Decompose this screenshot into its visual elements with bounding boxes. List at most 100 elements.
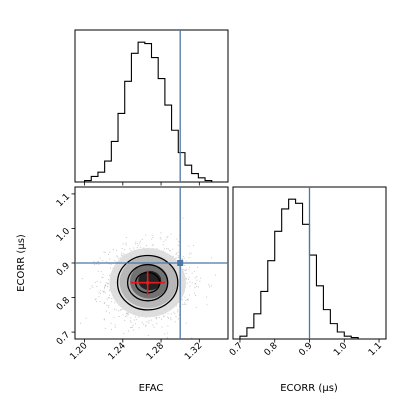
ecorr-histogram: 0.7 0.8 0.9 1.0 1.1 [228, 187, 384, 358]
sample-point [115, 249, 117, 251]
sample-point [181, 258, 183, 260]
sample-point [132, 324, 134, 326]
sample-point [159, 237, 161, 239]
sample-point [189, 281, 191, 283]
sample-point [108, 306, 110, 308]
sample-point [130, 317, 132, 319]
sample-point [121, 248, 123, 249]
sample-point [197, 266, 199, 268]
sample-point [139, 240, 141, 242]
sample-point [139, 242, 141, 244]
sample-point [103, 319, 105, 321]
sample-point [195, 306, 197, 308]
sample-point [109, 251, 111, 253]
sample-point [168, 317, 170, 319]
sample-point [95, 263, 97, 265]
sample-point [176, 340, 177, 341]
sample-point [169, 249, 171, 251]
sample-point [85, 317, 87, 319]
sample-point [183, 257, 185, 259]
sample-point [144, 325, 146, 327]
sample-point [106, 298, 108, 300]
sample-point [100, 281, 102, 283]
efac-histogram [84, 30, 219, 186]
sample-point [166, 236, 168, 238]
sample-point [185, 268, 187, 270]
sample-point [122, 243, 124, 245]
sample-point [194, 283, 196, 285]
sample-point [188, 294, 190, 296]
sample-point [208, 284, 210, 286]
sample-point [136, 242, 138, 244]
sample-point [134, 316, 136, 318]
x-tick-label: 1.0 [332, 341, 349, 358]
sample-point [114, 324, 116, 326]
sample-point [183, 303, 185, 305]
sample-point [175, 305, 177, 307]
sample-point [195, 283, 196, 285]
sample-point [155, 317, 157, 319]
sample-point [97, 270, 99, 272]
sample-point [163, 248, 165, 250]
sample-point [153, 326, 155, 328]
sample-point [131, 326, 133, 328]
sample-point [98, 261, 100, 263]
sample-point [123, 253, 125, 255]
sample-point [162, 315, 164, 317]
sample-point [161, 326, 163, 328]
sample-point [110, 267, 112, 269]
sample-point [145, 316, 147, 318]
sample-point [106, 304, 108, 306]
sample-point [107, 282, 109, 284]
sample-point [127, 330, 129, 332]
sample-point [104, 286, 106, 288]
sample-point [177, 311, 179, 313]
sample-point [177, 309, 179, 311]
sample-point [191, 282, 193, 284]
sample-point [197, 286, 199, 288]
sample-point [187, 298, 189, 300]
sample-point [100, 290, 102, 292]
sample-point [167, 325, 169, 327]
sample-point [148, 320, 150, 322]
sample-point [119, 257, 121, 259]
sample-point [118, 316, 120, 318]
sample-point [188, 245, 190, 247]
sample-point [185, 278, 187, 280]
sample-point [170, 317, 172, 319]
sample-point [210, 257, 212, 259]
sample-point [126, 315, 128, 317]
sample-point [109, 290, 111, 292]
sample-point [151, 319, 153, 321]
sample-point [103, 251, 105, 253]
sample-point [104, 252, 106, 254]
sample-point [164, 333, 166, 335]
truth-marker [177, 260, 184, 266]
sample-point [188, 253, 190, 255]
sample-point [166, 337, 168, 339]
sample-point [182, 256, 184, 257]
sample-point [200, 277, 202, 279]
x-axis-label-efac: EFAC [139, 383, 164, 394]
sample-point [141, 238, 143, 240]
x-tick-label: 0.9 [297, 341, 314, 358]
sample-point [109, 288, 111, 290]
sample-point [96, 301, 98, 303]
sample-point [125, 313, 127, 315]
sample-point [116, 256, 118, 258]
x-tick-label: 1.28 [145, 341, 166, 362]
sample-point [160, 232, 162, 234]
sample-point [95, 298, 97, 300]
sample-point [135, 319, 137, 321]
x-axis-label-ecorr: ECORR (μs) [280, 383, 338, 394]
sample-point [151, 244, 153, 246]
sample-point [156, 323, 158, 325]
sample-point [181, 258, 183, 260]
sample-point [209, 286, 210, 288]
sample-point [182, 268, 184, 270]
sample-point [129, 320, 131, 322]
sample-point [185, 269, 187, 271]
sample-point [170, 233, 172, 235]
sample-point [118, 310, 120, 312]
